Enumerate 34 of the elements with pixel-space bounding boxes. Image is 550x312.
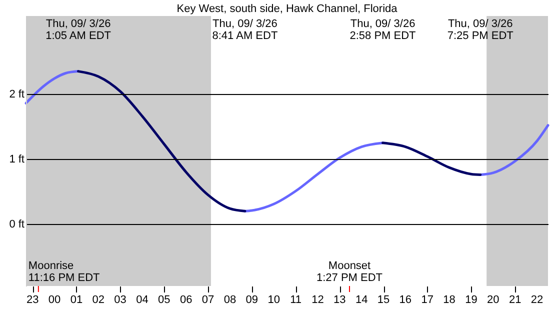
x-tick-label: 22 xyxy=(530,294,544,306)
y-tick-label: 1 ft xyxy=(9,154,24,166)
y-tick-label: 2 ft xyxy=(9,88,24,101)
x-tick-label: 17 xyxy=(421,294,434,306)
x-tick-label: 14 xyxy=(355,294,368,306)
ref-line-label: Moonrise 11:16 PM EDT xyxy=(28,260,100,284)
x-tick-label: 19 xyxy=(465,294,478,306)
x-tick-label: 11 xyxy=(290,294,302,306)
annotation: Thu, 09/ 3/26 1:05 AM EDT xyxy=(46,18,112,42)
x-tick-label: 04 xyxy=(136,294,148,306)
ref-line-label: Moonset 1:27 PM EDT xyxy=(316,260,383,284)
x-tick-label: 02 xyxy=(92,294,105,306)
x-tick-label: 23 xyxy=(26,294,39,306)
annotation: Thu, 09/ 3/26 7:25 PM EDT xyxy=(447,18,514,42)
x-tick-label: 12 xyxy=(312,294,324,306)
x-tick-label: 06 xyxy=(180,294,192,306)
x-tick-label: 03 xyxy=(114,294,126,306)
x-tick-label: 05 xyxy=(158,294,170,306)
x-tick-label: 08 xyxy=(224,294,236,306)
y-tick-label: 0 ft xyxy=(9,218,24,231)
x-tick-label: 13 xyxy=(334,294,346,306)
x-tick-label: 20 xyxy=(487,294,500,306)
x-tick-label: 09 xyxy=(246,294,258,306)
x-tick-label: 00 xyxy=(48,294,61,306)
x-tick-label: 10 xyxy=(268,294,280,306)
x-tick-label: 21 xyxy=(508,294,522,306)
annotation: Thu, 09/ 3/26 2:58 PM EDT xyxy=(350,18,416,42)
x-tick-label: 16 xyxy=(399,294,412,306)
x-tick-label: 07 xyxy=(202,294,214,306)
x-tick-label: 01 xyxy=(70,294,83,306)
x-tick-label: 15 xyxy=(377,294,390,306)
chart-title: Key West, south side, Hawk Channel, Florida xyxy=(176,3,398,15)
annotation: Thu, 09/ 3/26 8:41 AM EDT xyxy=(212,18,278,42)
x-tick-label: 18 xyxy=(443,294,456,306)
